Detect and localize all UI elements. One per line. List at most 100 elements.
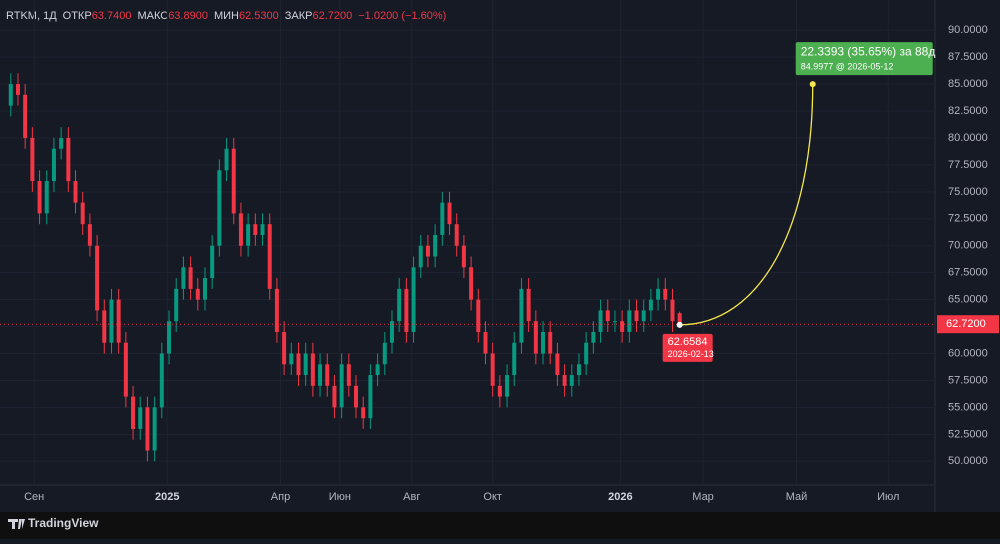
candle-body [188, 267, 193, 289]
y-tick-label: 50.0000 [948, 455, 988, 467]
candle-body [490, 353, 495, 386]
y-tick-label: 87.5000 [948, 51, 988, 63]
y-tick-label: 67.5000 [948, 267, 988, 279]
candle-body [612, 321, 617, 323]
candle-body [80, 202, 85, 225]
candle-body [375, 364, 380, 376]
candle-body [289, 353, 294, 365]
candle-body [210, 245, 215, 279]
candle-body [51, 148, 56, 182]
field-label: ОТКР [63, 10, 92, 22]
candle-body [282, 331, 287, 365]
candle-body [174, 288, 179, 322]
candle-body [303, 353, 308, 376]
start-value: 62.6584 [668, 336, 708, 348]
x-tick-label: Июн [329, 491, 351, 503]
last-price-label: 62.7200 [946, 318, 986, 330]
candle-body [670, 299, 675, 322]
candle-body [397, 288, 402, 322]
candle-body [15, 84, 20, 95]
footer [0, 512, 1000, 539]
end-label: 84.9977 @ 2026-05-12 [801, 61, 894, 71]
projection-curve [679, 84, 814, 326]
candle-body [354, 385, 359, 408]
candle-body [246, 224, 251, 246]
candle-body [598, 310, 603, 332]
candle-body [123, 342, 128, 397]
candle-body [195, 288, 200, 300]
candle-body [87, 224, 92, 246]
x-tick-label: Мар [692, 491, 714, 503]
candle-body [8, 84, 13, 106]
y-tick-label: 80.0000 [948, 132, 988, 144]
field-label: ЗАКР [285, 10, 313, 22]
candle-body [483, 331, 488, 354]
x-tick-label: Май [786, 491, 808, 503]
candle-body [382, 342, 387, 365]
y-tick-label: 82.5000 [948, 105, 988, 117]
candle-body [145, 407, 150, 451]
projection-end [809, 81, 816, 88]
candle-body [576, 364, 581, 376]
y-tick-label: 57.5000 [948, 374, 988, 386]
candle-body [159, 353, 164, 408]
start-date: 2026-02-13 [668, 349, 714, 359]
candle-body [274, 288, 279, 332]
y-tick-label: 90.0000 [948, 24, 988, 36]
x-tick-label: Авг [403, 491, 420, 503]
candle-body [318, 364, 323, 386]
candle-body [663, 288, 668, 300]
candle-body [512, 342, 517, 376]
candle-body [562, 375, 567, 386]
candle-body [584, 342, 589, 365]
x-tick-label: 2025 [155, 491, 179, 503]
field-value: 62.7200 [312, 10, 352, 22]
field-value: 63.8900 [168, 10, 208, 22]
candle-body [346, 364, 351, 386]
x-tick-label: Июл [877, 491, 899, 503]
candle-body [440, 202, 445, 235]
candle-body [202, 278, 207, 300]
candle-body [505, 375, 510, 397]
candle-body [591, 331, 596, 343]
y-tick-label: 70.0000 [948, 240, 988, 252]
candle-body [648, 299, 653, 311]
candle-body [404, 288, 409, 332]
candle-body [310, 353, 315, 386]
candle-body [497, 385, 502, 397]
field-label: МАКС [137, 10, 168, 22]
candle-body [548, 331, 553, 354]
candle-body [634, 310, 639, 322]
change: −1.0200 (−1.60%) [358, 10, 446, 22]
y-tick-label: 65.0000 [948, 294, 988, 306]
candle-body [224, 148, 229, 171]
candle-body [66, 137, 71, 182]
candle-body [677, 313, 682, 325]
candle-body [23, 94, 28, 138]
brand: TradingView [28, 516, 99, 530]
y-tick-label: 60.0000 [948, 347, 988, 359]
candle-body [167, 321, 172, 354]
candle-body [476, 299, 481, 332]
brand-logo [8, 519, 25, 529]
candle-body [181, 267, 186, 289]
candle-body [368, 375, 373, 419]
candle-body [116, 299, 121, 343]
candle-body [389, 321, 394, 343]
candle-body [361, 407, 366, 419]
candle-body [555, 353, 560, 376]
candle-body [332, 385, 337, 408]
candle-body [425, 245, 430, 257]
candle-body [569, 375, 574, 386]
candle-body [102, 310, 107, 343]
candle-body [656, 288, 661, 300]
candle-body [131, 396, 136, 429]
candle-body [73, 181, 78, 203]
last-price-box [937, 315, 999, 334]
candle-body [109, 299, 114, 343]
candle-body [138, 407, 143, 429]
projection-start [676, 321, 683, 328]
start-label-box [662, 333, 713, 362]
candle-body [37, 181, 42, 214]
